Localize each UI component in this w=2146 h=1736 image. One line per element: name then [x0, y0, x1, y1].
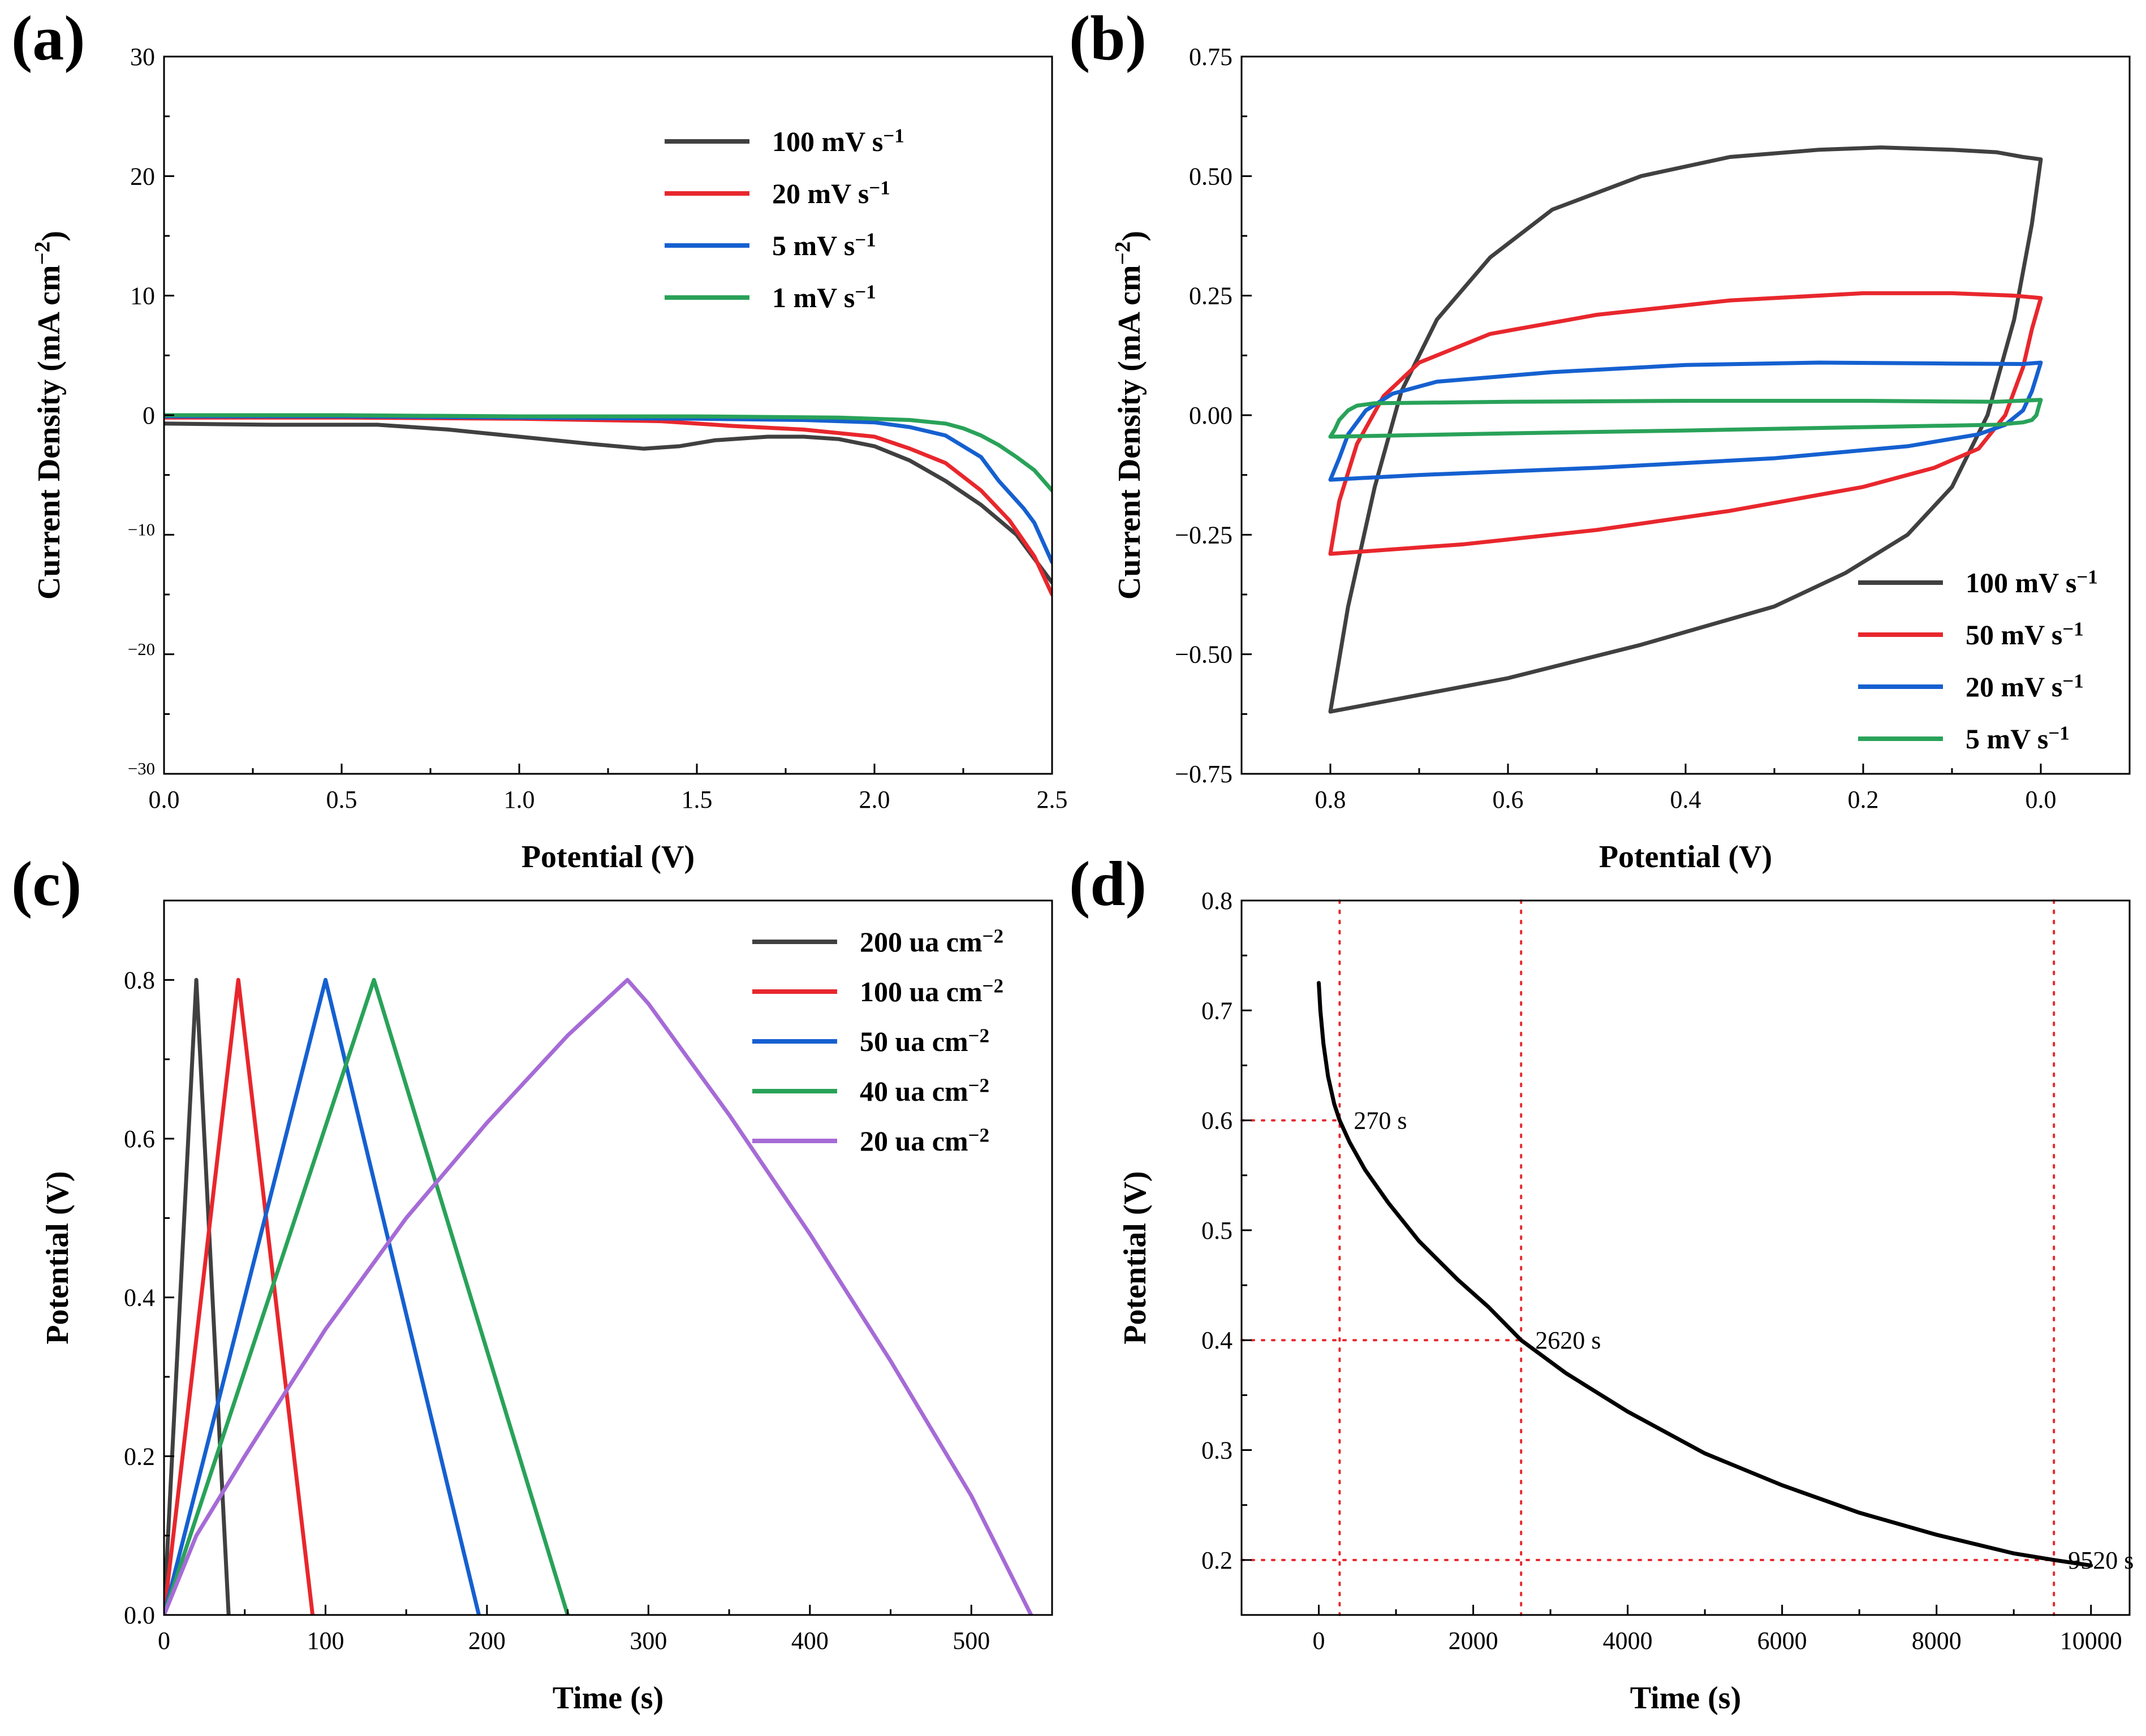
y-tick-label: 0.75 [1189, 43, 1233, 71]
x-tick-label: 1.0 [504, 786, 535, 813]
y-tick-label: 0.50 [1189, 162, 1233, 190]
x-tick-label: 300 [630, 1627, 667, 1655]
x-tick-label: 0.8 [1315, 786, 1346, 813]
y-tick-label: 0.00 [1189, 402, 1233, 429]
x-tick-label: 1.5 [682, 786, 713, 813]
y-axis-title: Current Density (mA cm−2) [1110, 231, 1151, 600]
y-axis-title: Current Density (mA cm−2) [30, 231, 71, 600]
series-line-3 [1328, 398, 2043, 439]
legend-label: 50 ua cm−2 [860, 1024, 989, 1057]
series-line-3 [164, 413, 1052, 493]
x-axis-title: Potential (V) [1599, 839, 1772, 875]
series-line-2 [164, 977, 481, 1615]
series-line-4 [164, 977, 1033, 1615]
legend-label: 40 ua cm−2 [860, 1074, 989, 1107]
x-tick-label: 400 [791, 1627, 829, 1655]
y-tick-label: 0.0 [124, 1601, 155, 1629]
y-tick-label: 0.2 [1201, 1547, 1233, 1574]
x-tick-label: 100 [307, 1627, 344, 1655]
legend-label: 5 mV s−1 [1966, 722, 2070, 755]
legend-label: 20 ua cm−2 [860, 1124, 989, 1157]
x-axis-title: Time (s) [553, 1681, 664, 1716]
y-tick-label: 0.5 [1201, 1217, 1233, 1244]
x-tick-label: 2.5 [1037, 786, 1068, 813]
series-line-3 [164, 977, 570, 1615]
y-tick-label: −0.50 [1175, 641, 1233, 669]
x-axis-title: Time (s) [1630, 1681, 1742, 1716]
series-line-2 [1328, 360, 2043, 482]
y-tick-label: 0.2 [124, 1442, 155, 1470]
y-tick-label: 0.7 [1201, 997, 1233, 1024]
legend: 200 ua cm−2 100 ua cm−2 50 ua cm−2 40 ua cm… [752, 925, 1003, 1157]
chart-panel-c: (c) 0 100 200 300 400 500 0.0 0.2 0.4 0.6 0.8 Time (… [11, 849, 1053, 1716]
y-tick-label: 20 [130, 162, 155, 190]
y-tick-label: 0.25 [1189, 282, 1233, 310]
legend-label: 1 mV s−1 [772, 281, 876, 313]
y-tick-label: 0.4 [124, 1284, 155, 1312]
y-tick-label: 0.6 [124, 1125, 155, 1153]
chart-panel-a: (a) 0.0 0.5 1.0 1.5 2.0 2.5 −30 −20 −10 0 10 20 30 Pot… [11, 3, 1068, 875]
y-tick-label: −0.25 [1175, 521, 1233, 549]
y-tick-label: −10 [128, 520, 155, 539]
y-tick-label: 10 [130, 282, 155, 310]
x-tick-label: 10000 [2060, 1627, 2122, 1655]
y-tick-label: 0 [143, 402, 155, 429]
x-axis-title: Potential (V) [522, 839, 695, 875]
y-tick-label: −0.75 [1175, 760, 1233, 788]
x-tick-label: 0.4 [1670, 786, 1701, 813]
x-tick-label: 2.0 [859, 786, 890, 813]
series-line-1 [1328, 291, 2043, 556]
panel-label: (a) [11, 3, 85, 74]
x-tick-label: 0 [158, 1627, 170, 1655]
legend-label: 5 mV s−1 [772, 229, 876, 261]
legend: 100 mV s−1 20 mV s−1 5 mV s−1 1 mV s−1 [665, 124, 904, 313]
annotation-label: 270 s [1354, 1107, 1407, 1135]
y-axis-title: Potential (V) [40, 1171, 75, 1344]
chart-panel-d: (d) 270 s 2620 s 9520 s 0 2000 4000 6000 8000 100… [1069, 849, 2134, 1716]
y-tick-label: 0.3 [1201, 1437, 1233, 1464]
y-tick-label: −20 [128, 640, 155, 659]
x-tick-label: 0 [1313, 1627, 1325, 1655]
x-tick-label: 200 [468, 1627, 506, 1655]
y-tick-label: 0.6 [1201, 1107, 1233, 1135]
series-line-0 [1328, 145, 2043, 714]
x-tick-label: 500 [953, 1627, 990, 1655]
panel-label: (d) [1069, 849, 1147, 919]
y-tick-label: 0.8 [1201, 887, 1233, 915]
x-tick-label: 0.2 [1848, 786, 1879, 813]
legend-label: 100 mV s−1 [1966, 566, 2098, 598]
x-tick-label: 4000 [1603, 1627, 1653, 1655]
y-tick-label: −30 [128, 759, 155, 778]
x-tick-label: 8000 [1912, 1627, 1962, 1655]
legend-label: 20 mV s−1 [1966, 670, 2084, 703]
y-axis-title: Potential (V) [1118, 1171, 1153, 1344]
series-line-0 [1317, 981, 2093, 1568]
x-tick-label: 0.5 [326, 786, 357, 813]
y-tick-label: 30 [130, 43, 155, 71]
series-line-1 [164, 977, 315, 1615]
annotation-label: 2620 s [1535, 1326, 1601, 1354]
legend-label: 50 mV s−1 [1966, 618, 2084, 651]
plot-frame [1240, 899, 2131, 1616]
x-tick-label: 0.0 [2026, 786, 2057, 813]
panel-label: (b) [1069, 3, 1147, 74]
y-tick-label: 0.4 [1201, 1326, 1233, 1354]
x-tick-label: 0.0 [149, 786, 180, 813]
panel-label: (c) [11, 849, 81, 919]
chart-panel-b: (b) 0.8 0.6 0.4 0.2 0.0 −0.75 −0.50 −0.25 0.00 0.2… [1069, 3, 2131, 875]
legend-label: 100 ua cm−2 [860, 975, 1003, 1007]
series-line-2 [164, 414, 1052, 565]
legend-label: 100 mV s−1 [772, 124, 904, 157]
y-tick-label: 0.8 [124, 966, 155, 994]
x-tick-label: 2000 [1449, 1627, 1498, 1655]
legend-label: 200 ua cm−2 [860, 925, 1003, 958]
x-tick-label: 0.6 [1493, 786, 1524, 813]
annotation-label: 9520 s [2068, 1547, 2134, 1574]
plot-frame [163, 899, 1053, 1616]
series-line-0 [164, 421, 1052, 585]
legend-label: 20 mV s−1 [772, 176, 890, 209]
legend: 100 mV s−1 50 mV s−1 20 mV s−1 5 mV s−1 [1858, 566, 2098, 755]
x-tick-label: 6000 [1757, 1627, 1807, 1655]
